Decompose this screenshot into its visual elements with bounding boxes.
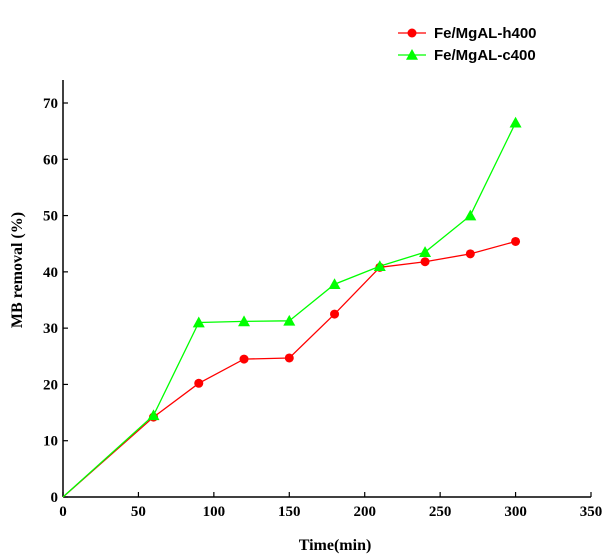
legend: Fe/MgAL-h400 Fe/MgAL-c400 [398, 25, 537, 64]
x-axis-title: Time(min) [299, 537, 372, 554]
legend-item: Fe/MgAL-c400 [398, 47, 536, 64]
data-point [238, 315, 251, 327]
data-point [420, 257, 430, 267]
data-point [239, 354, 249, 364]
axes: 0 50 100 150 200 250 300 350 0 10 20 30 40 50 60 70 [43, 80, 602, 520]
data-point [283, 314, 296, 326]
y-tick-label: 10 [43, 434, 58, 450]
data-point [328, 278, 341, 290]
data-point [284, 353, 294, 363]
y-tick-label: 50 [43, 209, 58, 225]
data-point [419, 246, 432, 257]
data-point [192, 316, 205, 328]
data-point [147, 409, 160, 421]
y-tick-label: 60 [43, 152, 58, 168]
y-tick-label: 40 [43, 265, 58, 281]
x-tick-label: 200 [353, 504, 376, 520]
y-tick-label: 70 [43, 96, 58, 112]
x-tick-label: 150 [278, 504, 301, 520]
legend-marker [407, 28, 417, 38]
series-line [62, 122, 517, 498]
data-point [194, 378, 204, 388]
data-point [509, 116, 522, 128]
x-tick-label: 250 [429, 504, 452, 520]
series-layer [62, 116, 522, 498]
data-point [464, 209, 477, 221]
data-point [511, 236, 521, 246]
x-tick-label: 100 [203, 504, 226, 520]
series-2 [62, 116, 522, 498]
x-tick-label: 50 [131, 504, 146, 520]
legend-marker [406, 49, 418, 60]
data-point [373, 260, 386, 272]
y-tick-label: 0 [51, 490, 59, 506]
legend-item: Fe/MgAL-h400 [398, 25, 537, 42]
y-tick-label: 20 [43, 377, 58, 393]
x-tick-label: 0 [59, 504, 67, 520]
y-tick-label: 30 [43, 321, 58, 337]
y-axis-title: MB removal (%) [9, 212, 26, 328]
data-point [465, 249, 475, 259]
x-tick-label: 300 [504, 504, 527, 520]
legend-label: Fe/MgAL-c400 [434, 47, 536, 64]
series-line [62, 240, 516, 498]
series-1 [62, 236, 521, 498]
data-point [330, 309, 340, 319]
legend-label: Fe/MgAL-h400 [434, 25, 537, 42]
x-tick-label: 350 [580, 504, 603, 520]
